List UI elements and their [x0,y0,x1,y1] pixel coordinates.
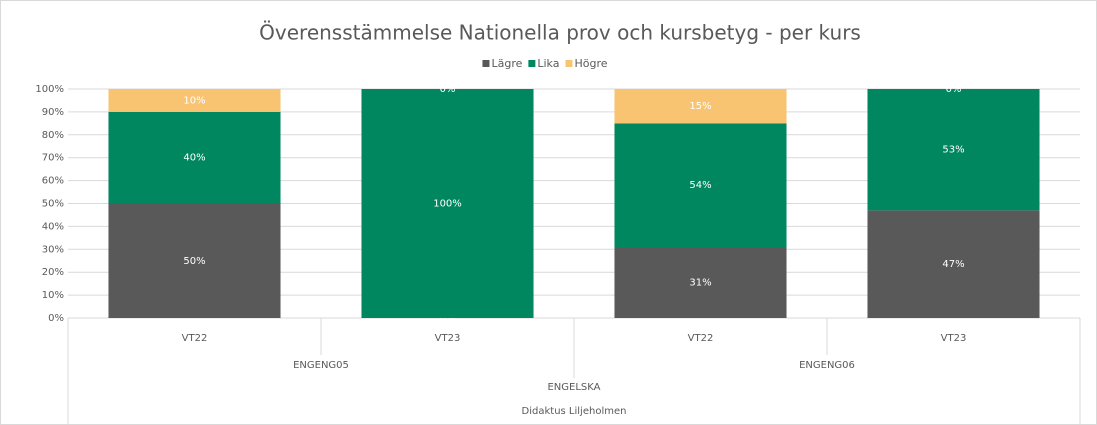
category-label: VT23 [435,333,461,344]
data-label: 15% [689,101,711,112]
data-label: 100% [433,199,462,210]
y-tick-label: 70% [42,153,64,164]
category-label: VT23 [941,333,967,344]
bar-segment [108,203,281,318]
y-tick-label: 100% [35,84,64,95]
bar-segment [108,89,281,112]
legend-label: Lika [537,57,559,70]
data-label: 10% [183,95,205,106]
bar-segment [614,123,787,248]
y-tick-label: 0% [48,313,64,324]
legend-swatch [482,60,490,67]
bar-segment [108,111,281,204]
data-label: 31% [689,278,711,289]
data-label: 54% [689,180,711,191]
y-tick-label: 50% [42,199,64,210]
y-tick-label: 40% [42,221,64,232]
legend-label: Högre [574,57,607,70]
category-label: ENGELSKA [547,382,600,393]
data-label: 0% [440,84,456,95]
category-label: VT22 [688,333,714,344]
data-label: 40% [183,153,205,164]
y-tick-label: 30% [42,244,64,255]
y-tick-label: 20% [42,267,64,278]
bar-segment [867,210,1040,318]
category-label: ENGENG05 [293,360,349,371]
legend-label: Lägre [491,57,522,70]
data-label: 0% [440,313,456,324]
chart-title: Överensstämmelse Nationella prov och kur… [259,21,861,45]
legend-swatch [565,60,573,67]
data-label: 0% [946,84,962,95]
y-tick-label: 10% [42,290,64,301]
y-tick-label: 90% [42,107,64,118]
y-tick-label: 80% [42,130,64,141]
data-label: 53% [942,145,964,156]
bar-segment [867,89,1040,211]
category-label: VT22 [182,333,208,344]
legend-swatch [528,60,536,67]
data-label: 50% [183,256,205,267]
bar-segment [614,89,787,124]
category-label: ENGENG06 [799,360,855,371]
bar-segment [614,247,787,318]
y-tick-label: 60% [42,176,64,187]
category-label: Didaktus Liljeholmen [522,406,627,417]
bar-segment [361,89,534,318]
data-label: 47% [942,259,964,270]
